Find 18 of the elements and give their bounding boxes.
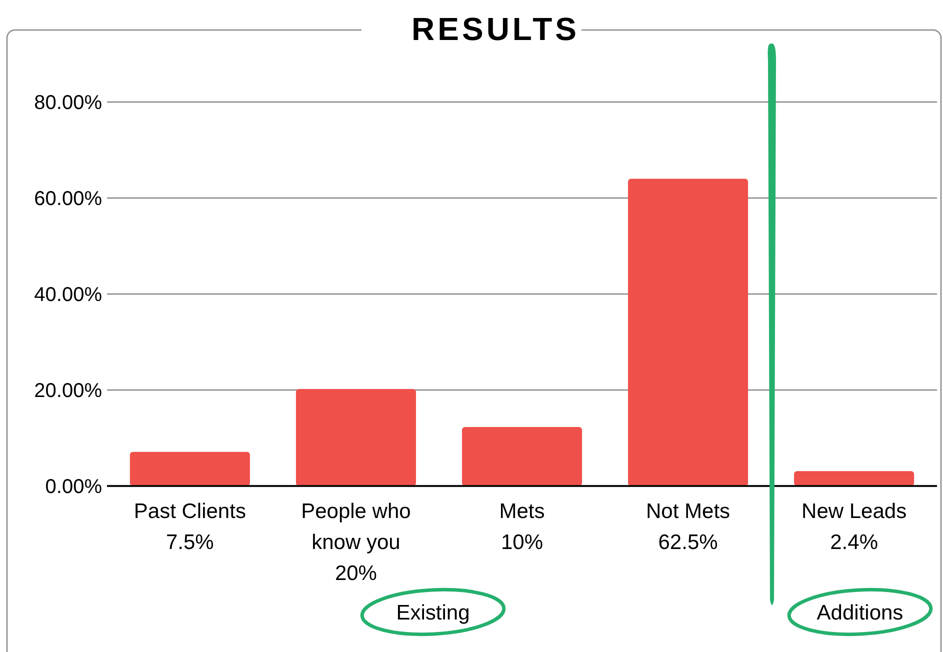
y-tick-label: 80.00%	[34, 92, 102, 114]
x-tick-label: New Leads 2.4%	[802, 500, 907, 554]
y-tick-label: 20.00%	[34, 380, 102, 402]
text: Additions	[816, 601, 904, 624]
bar	[628, 178, 748, 486]
x-tick-label: People who know you 20%	[301, 500, 411, 585]
bar	[462, 426, 582, 486]
x-tick-label: Mets 10%	[499, 500, 545, 554]
y-tick-label: 60.00%	[34, 188, 102, 210]
x-tick-label: Not Mets 62.5%	[646, 500, 730, 554]
bar	[130, 452, 250, 486]
bar	[794, 471, 914, 486]
text: Existing	[396, 601, 470, 624]
y-tick-label: 40.00%	[34, 284, 102, 306]
chart-title: RESULTS	[412, 11, 580, 47]
y-tick-label: 0.00%	[45, 476, 102, 498]
bar	[296, 389, 416, 486]
x-tick-label: Past Clients 7.5%	[134, 500, 246, 554]
